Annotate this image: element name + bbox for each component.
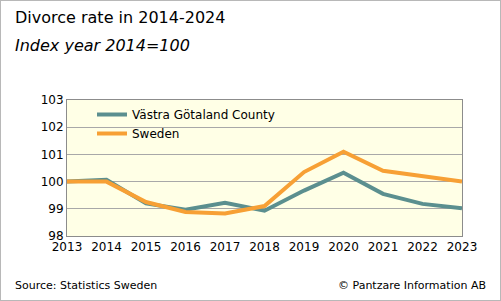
svg-text:Source: Statistics Sweden: Source: Statistics Sweden bbox=[15, 279, 157, 292]
svg-text:2023: 2023 bbox=[447, 240, 478, 254]
svg-text:2019: 2019 bbox=[289, 240, 320, 254]
svg-text:100: 100 bbox=[41, 175, 64, 189]
svg-text:101: 101 bbox=[41, 148, 64, 162]
svg-text:© Pantzare Information AB: © Pantzare Information AB bbox=[338, 279, 486, 292]
svg-text:2018: 2018 bbox=[249, 240, 280, 254]
svg-text:2015: 2015 bbox=[131, 240, 162, 254]
svg-text:98: 98 bbox=[48, 229, 63, 243]
svg-text:102: 102 bbox=[41, 120, 64, 134]
svg-text:2017: 2017 bbox=[210, 240, 241, 254]
svg-text:2020: 2020 bbox=[328, 240, 359, 254]
svg-text:99: 99 bbox=[48, 202, 63, 216]
svg-text:Index year 2014=100: Index year 2014=100 bbox=[15, 36, 190, 55]
svg-text:2021: 2021 bbox=[368, 240, 399, 254]
svg-text:103: 103 bbox=[41, 93, 64, 107]
svg-text:2013: 2013 bbox=[52, 240, 83, 254]
svg-text:Divorce rate in 2014-2024: Divorce rate in 2014-2024 bbox=[15, 8, 225, 27]
svg-text:2022: 2022 bbox=[407, 240, 438, 254]
svg-text:Västra Götaland County: Västra Götaland County bbox=[132, 108, 275, 122]
svg-text:2014: 2014 bbox=[91, 240, 122, 254]
svg-text:Sweden: Sweden bbox=[132, 127, 179, 141]
svg-text:2016: 2016 bbox=[170, 240, 201, 254]
